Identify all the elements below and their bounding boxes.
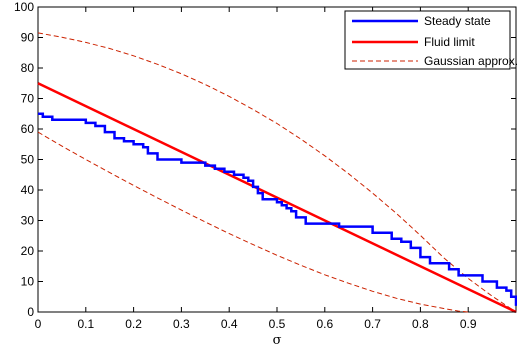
- y-tick-label: 100: [14, 0, 34, 14]
- x-tick-label: 0.3: [173, 317, 190, 331]
- series-layer: [37, 32, 517, 314]
- legend: Steady state Fluid limit Gaussian approx…: [344, 10, 517, 70]
- series-line-3: [37, 131, 469, 313]
- y-tick-label: 0: [27, 305, 34, 319]
- series-line-2: [37, 32, 517, 313]
- x-tick-label: 0: [35, 317, 42, 331]
- x-tick-label: 0.6: [316, 317, 333, 331]
- y-tick-label: 70: [21, 92, 35, 106]
- y-tick-label: 40: [21, 183, 35, 197]
- y-tick-label: 30: [21, 214, 35, 228]
- y-tick-label: 80: [21, 61, 35, 75]
- series-line-1: [37, 82, 517, 314]
- legend-label-fluid-limit: Fluid limit: [424, 35, 475, 49]
- legend-label-gaussian: Gaussian approx.: [424, 54, 517, 68]
- y-tick-label: 50: [21, 153, 35, 167]
- x-tick-label: 0.7: [364, 317, 381, 331]
- x-tick-label: 0.5: [269, 317, 286, 331]
- x-tick-label: 0.1: [77, 317, 94, 331]
- x-tick-label: 0.4: [221, 317, 238, 331]
- y-tick-label: 90: [21, 31, 35, 45]
- y-tick-label: 60: [21, 122, 35, 136]
- y-tick-label: 10: [21, 275, 35, 289]
- x-tick-label: 0.8: [412, 317, 429, 331]
- y-tick-label: 20: [21, 244, 35, 258]
- x-axis-label: σ: [273, 333, 282, 348]
- tick-layer: 0 0.1 0.2 0.3 0.4 0.5 0.6 0.7 0.8 0.9 0 10 20 30 40 50 6…: [14, 0, 516, 331]
- legend-label-steady-state: Steady state: [424, 14, 491, 28]
- series-line-0: [38, 112, 517, 306]
- x-tick-label: 0.9: [460, 317, 477, 331]
- x-tick-label: 0.2: [125, 317, 142, 331]
